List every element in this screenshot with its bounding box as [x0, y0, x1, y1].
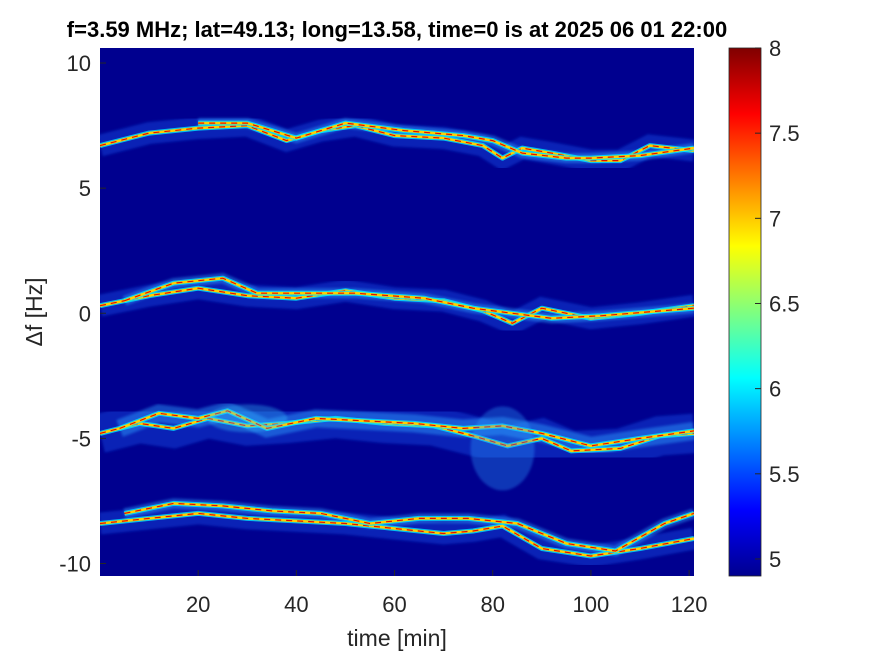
chart-title: f=3.59 MHz; lat=49.13; long=13.58, time=…	[67, 17, 727, 42]
y-tick-label: 0	[79, 301, 91, 326]
colorbar-tick-label: 7	[769, 206, 781, 231]
trace-band-minus5	[100, 398, 694, 491]
y-axis-label: Δf [Hz]	[21, 277, 47, 346]
y-tick-label: -10	[59, 551, 91, 576]
colorbar-tick-label: 6.5	[769, 291, 800, 316]
x-axis-label: time [min]	[347, 625, 447, 651]
y-tick-label: 5	[79, 176, 91, 201]
trace-line-core	[198, 122, 694, 159]
x-tick-label: 20	[186, 592, 210, 617]
x-tick-label: 80	[480, 592, 504, 617]
x-tick-label: 60	[382, 592, 406, 617]
trace-line-core	[100, 512, 694, 557]
y-tick-label: -5	[71, 426, 91, 451]
trace-line-core	[124, 502, 694, 552]
trace-line-core	[124, 277, 694, 319]
trace-band-upper	[100, 114, 694, 172]
trace-line-core	[100, 125, 694, 162]
x-tick-label: 100	[573, 592, 610, 617]
colorbar-tick-label: 5.5	[769, 462, 800, 487]
disturbance-region	[470, 406, 535, 491]
colorbar-gradient	[728, 47, 762, 577]
heatmap-traces	[100, 114, 694, 568]
x-axis-ticks: 20 40 60 80 100 120	[186, 570, 708, 617]
colorbar-tick-label: 5	[769, 547, 781, 572]
colorbar-tick-label: 6	[769, 377, 781, 402]
y-axis-ticks: -10 -5 0 5 10	[59, 51, 106, 576]
x-tick-label: 120	[671, 592, 708, 617]
plot-area: 20 40 60 80 100 120 -10 -5 0 5 10	[59, 48, 707, 617]
x-tick-label: 40	[284, 592, 308, 617]
colorbar-tick-label: 7.5	[769, 121, 800, 146]
disturbance-region	[207, 404, 288, 433]
trace-band-minus9	[100, 498, 694, 568]
colorbar: 5 5.5 6 6.5 7 7.5 8	[728, 36, 800, 577]
colorbar-ticks: 5 5.5 6 6.5 7 7.5 8	[755, 36, 800, 572]
colorbar-tick-label: 8	[769, 36, 781, 61]
y-tick-label: 10	[67, 51, 91, 76]
trace-line-core	[119, 410, 694, 447]
trace-band-zero	[100, 273, 694, 336]
